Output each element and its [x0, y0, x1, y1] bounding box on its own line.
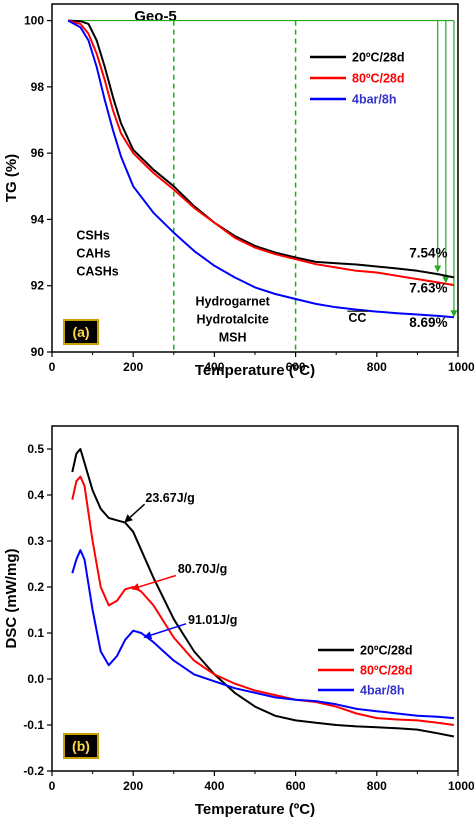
annotation-arrow — [138, 574, 177, 588]
y-tick-label: 0.3 — [27, 534, 44, 548]
x-tick-label: 800 — [367, 360, 387, 374]
legend-label: 20ºC/28d — [352, 51, 405, 65]
y-tick-label: 0.4 — [27, 488, 44, 502]
y-tick-label: 0.1 — [27, 626, 44, 640]
y-tick-label: -0.2 — [23, 764, 44, 778]
y-tick-label: 0.0 — [27, 672, 44, 686]
annotation-text: MSH — [219, 331, 247, 345]
y-tick-label: 0.5 — [27, 442, 44, 456]
legend: 20ºC/28d 80ºC/28d 4bar/8h — [318, 644, 413, 698]
arrow-head — [124, 514, 133, 523]
annotation-text: CAHs — [76, 246, 110, 260]
y-tick-label: 96 — [31, 146, 45, 160]
legend-label: 80ºC/28d — [360, 664, 413, 678]
annotation-text: 7.54% — [409, 246, 447, 261]
legend: 20ºC/28d 80ºC/28d 4bar/8h — [310, 51, 405, 107]
y-tick-label: 100 — [24, 14, 44, 28]
x-tick-label: 0 — [49, 360, 56, 374]
y-tick-label: 98 — [31, 80, 45, 94]
y-axis-label: TG (%) — [3, 154, 20, 202]
chart-title: Geo-5 — [134, 8, 177, 25]
annotation-arrow — [129, 503, 146, 518]
series-line-2 — [67, 19, 454, 319]
annotation-text: 91.01J/g — [188, 613, 237, 627]
annotation-text: Hydrotalcite — [197, 313, 269, 327]
x-tick-label: 200 — [123, 360, 143, 374]
annotation-text: Hydrogarnet — [196, 295, 271, 309]
y-tick-label: 94 — [31, 212, 45, 226]
x-tick-label: 1000 — [448, 360, 474, 374]
panel-badge — [63, 733, 99, 759]
annotation-text: 23.67J/g — [145, 491, 194, 505]
x-axis-label: Temperature (ºC) — [195, 362, 315, 379]
arrow-head — [434, 265, 442, 273]
x-tick-label: 800 — [367, 779, 387, 793]
x-tick-label: 0 — [49, 779, 56, 793]
legend-label: 80ºC/28d — [352, 72, 405, 86]
x-axis-label: Temperature (ºC) — [195, 801, 315, 818]
series-line-1 — [67, 19, 455, 287]
legend-label: 4bar/8h — [352, 93, 396, 107]
y-axis-label: DSC (mW/mg) — [3, 549, 20, 649]
legend-label: 20ºC/28d — [360, 644, 413, 658]
series-line-2 — [71, 549, 454, 720]
y-tick-label: 0.2 — [27, 580, 44, 594]
annotation-text: 80.70J/g — [178, 562, 227, 576]
annotation-text: CC — [348, 311, 366, 325]
annotation-text: 7.63% — [409, 280, 447, 295]
x-tick-label: 600 — [286, 779, 306, 793]
series-line-1 — [71, 475, 455, 726]
y-tick-label: -0.1 — [23, 718, 44, 732]
x-tick-label: 1000 — [448, 779, 474, 793]
annotation-text: CASHs — [76, 264, 118, 278]
y-tick-label: 90 — [31, 345, 45, 359]
series-line-0 — [71, 448, 455, 738]
x-tick-label: 400 — [204, 779, 224, 793]
x-tick-label: 600 — [286, 360, 306, 374]
panel-label: (a) — [72, 324, 89, 340]
annotation-arrow — [150, 623, 187, 636]
annotation-text: CSHs — [76, 228, 109, 242]
x-tick-label: 200 — [123, 779, 143, 793]
arrow-head — [442, 276, 450, 284]
arrow-head — [143, 631, 153, 639]
x-tick-label: 400 — [204, 360, 224, 374]
arrow-head — [450, 310, 458, 318]
y-tick-label: 92 — [31, 279, 45, 293]
arrow-head — [131, 583, 140, 591]
panel-dsc: 0 200 400 600 800 1000 -0.2 -0.1 0.0 0.1 0.2 0.3 0.4… — [3, 425, 474, 818]
legend-label: 4bar/8h — [360, 684, 404, 698]
panel-badge — [63, 319, 99, 345]
panel-tg: 0 200 400 600 800 1000 90 92 94 96 98 100 Temperatur… — [3, 3, 474, 379]
panel-label: (b) — [72, 738, 90, 754]
annotation-text: 8.69% — [409, 315, 447, 330]
